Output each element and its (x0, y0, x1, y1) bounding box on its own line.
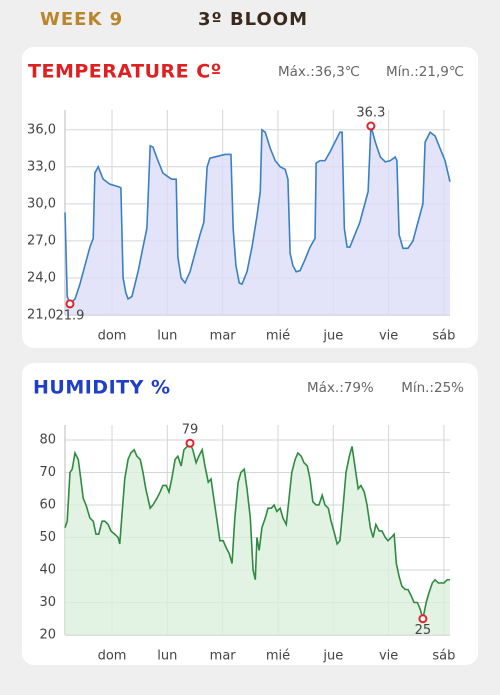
y-tick-label: 21,0 (27, 308, 56, 323)
extreme-marker (185, 438, 195, 448)
x-tick-label: dom (98, 329, 127, 344)
line (64, 441, 450, 619)
y-tick-label: 40 (39, 562, 56, 577)
x-tick-label: lun (157, 649, 177, 664)
y-tick-label: 50 (39, 530, 56, 545)
week-label: WEEK 9 (40, 9, 123, 30)
extreme-label: 21.9 (56, 308, 85, 323)
extreme-label: 25 (415, 623, 432, 638)
extreme-marker (366, 121, 376, 131)
y-tick-label: 30,0 (27, 196, 56, 211)
chart-title: TEMPERATURE Cº (28, 61, 222, 83)
x-tick-label: vie (379, 329, 398, 344)
y-tick-label: 36,0 (27, 122, 56, 137)
y-tick-label: 27,0 (27, 233, 56, 248)
area-fill (65, 126, 450, 315)
x-tick-label: jue (322, 649, 343, 664)
x-tick-label: mar (210, 649, 237, 664)
line (64, 125, 451, 306)
extreme-label: 79 (182, 423, 199, 438)
max-label: Máx.:79% (307, 380, 374, 396)
x-tick-label: mié (266, 329, 290, 344)
y-tick-label: 30 (39, 595, 56, 610)
y-tick-label: 60 (39, 497, 56, 512)
y-tick-label: 33,0 (27, 159, 56, 174)
x-tick-label: jue (322, 329, 343, 344)
min-label: Mín.:25% (401, 380, 464, 396)
x-tick-label: mié (266, 649, 290, 664)
y-tick-label: 24,0 (27, 270, 56, 285)
x-tick-label: dom (98, 649, 127, 664)
x-tick-label: mar (210, 329, 237, 344)
min-label: Mín.:21,9℃ (386, 64, 464, 80)
x-tick-label: sáb (432, 329, 455, 344)
chart-title: HUMIDITY % (33, 377, 171, 399)
x-tick-label: sáb (432, 649, 455, 664)
extreme-marker (418, 614, 428, 624)
max-label: Máx.:36,3℃ (278, 64, 360, 80)
x-tick-label: vie (379, 649, 398, 664)
y-tick-label: 20 (39, 628, 56, 643)
stage-label: 3º BLOOM (198, 9, 308, 30)
y-tick-label: 70 (39, 465, 56, 480)
x-tick-label: lun (157, 329, 177, 344)
extreme-label: 36.3 (356, 106, 385, 121)
y-tick-label: 80 (39, 432, 56, 447)
extreme-marker (65, 299, 75, 309)
